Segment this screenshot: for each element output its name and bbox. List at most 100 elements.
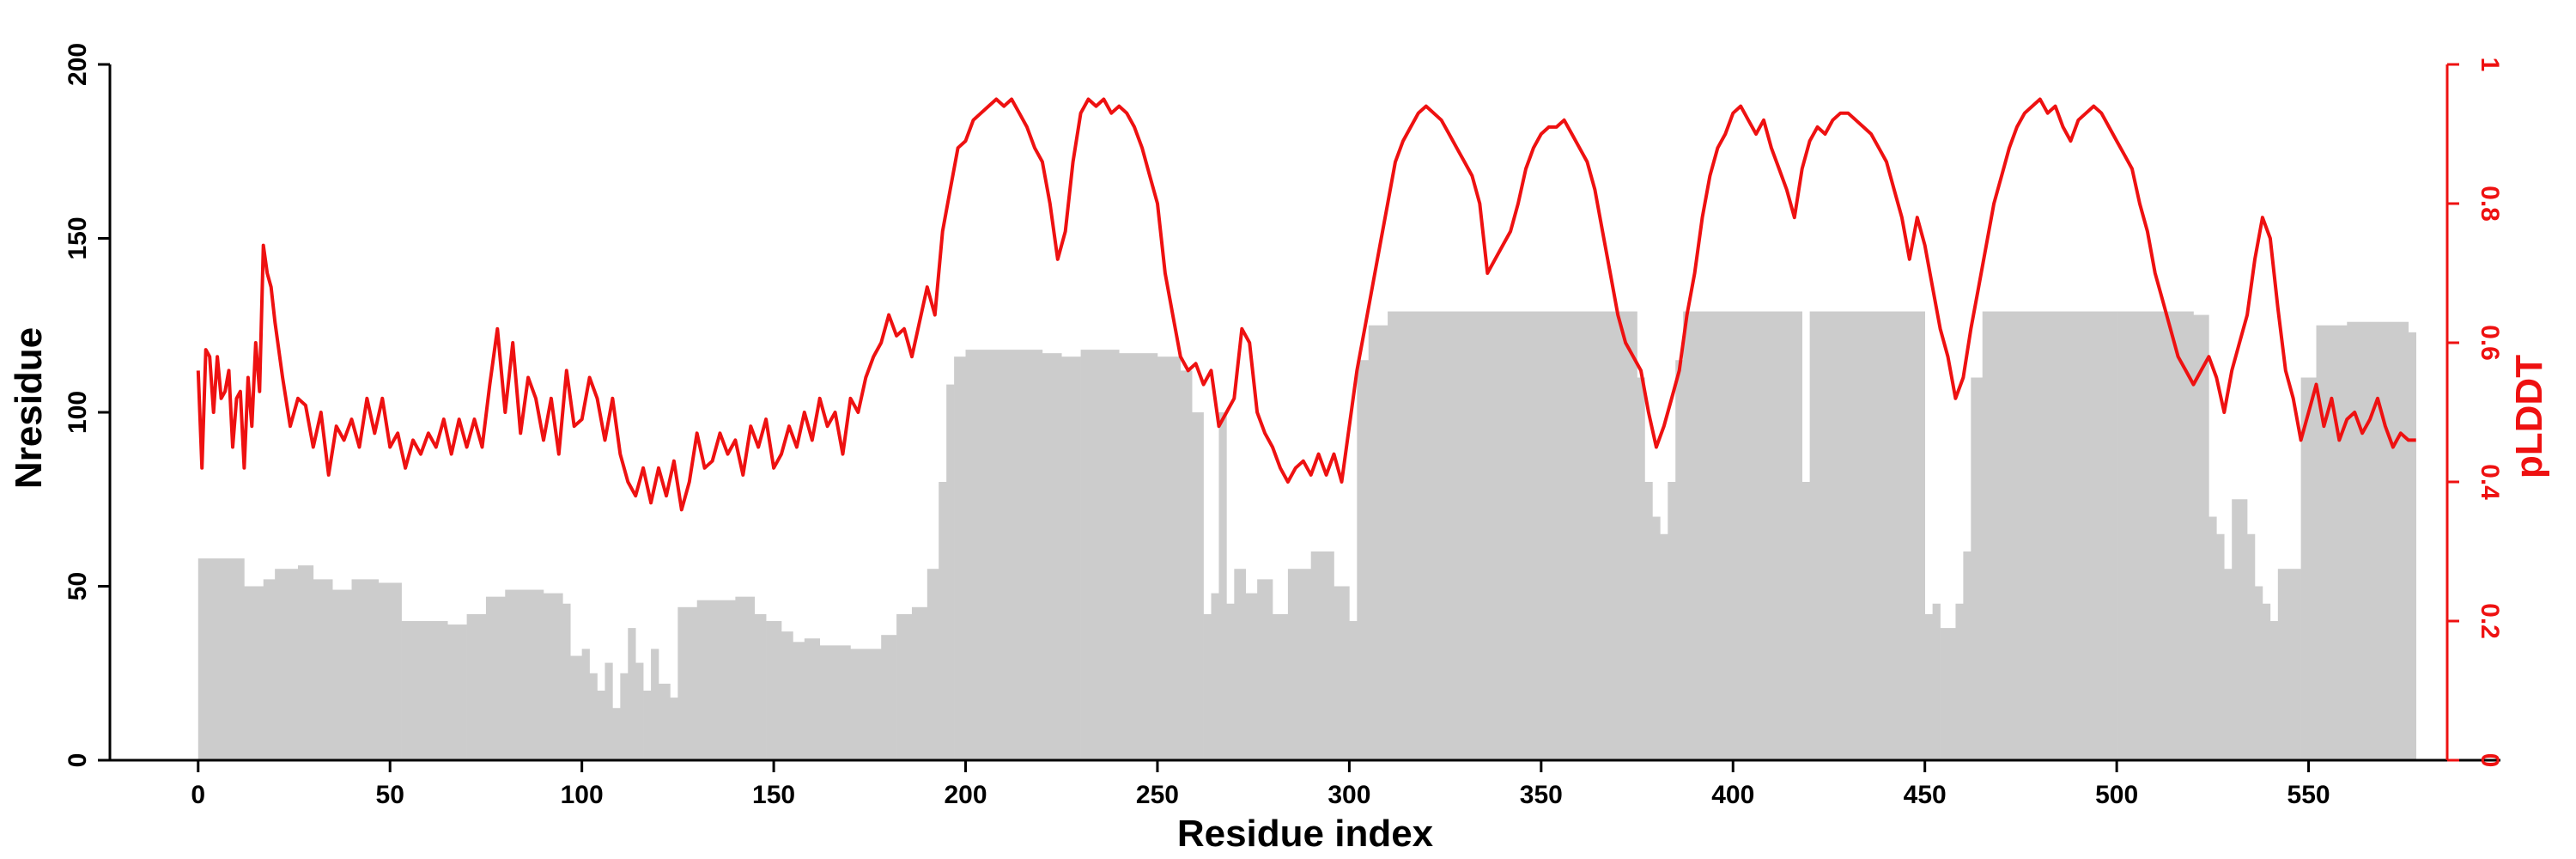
nresidue-bar <box>605 662 613 760</box>
nresidue-bar <box>1675 360 1684 760</box>
nresidue-bar <box>1226 603 1235 760</box>
nresidue-bar <box>766 621 782 760</box>
nresidue-bar <box>1061 356 1081 760</box>
nresidue-bar <box>351 579 380 760</box>
x-tick-label: 50 <box>376 781 404 809</box>
nresidue-bar <box>735 596 756 760</box>
nresidue-bar <box>1464 311 1542 760</box>
y-right-tick-label: 1 <box>2476 58 2504 72</box>
nresidue-bar <box>1157 356 1182 760</box>
nresidue-bar <box>804 638 821 760</box>
plddt-series-line <box>196 97 2416 512</box>
nresidue-bar <box>939 482 947 760</box>
nresidue-bar <box>589 673 598 760</box>
nresidue-bar <box>2255 586 2263 760</box>
y-right-tick-label: 0 <box>2476 753 2504 768</box>
nresidue-bar <box>1180 370 1193 760</box>
nresidue-bar <box>1287 569 1312 760</box>
nresidue-bar <box>2247 533 2256 760</box>
y-left-tick-label: 150 <box>64 216 92 259</box>
nresidue-bar <box>1080 350 1120 760</box>
nresidue-bar <box>485 596 506 760</box>
nresidue-bar <box>597 691 605 760</box>
nresidue-bar <box>1660 533 1668 760</box>
y-right-tick-label: 0.8 <box>2476 186 2504 222</box>
nresidue-bar <box>1042 353 1062 760</box>
nresidue-bar <box>881 635 897 760</box>
nresidue-bar <box>635 662 644 760</box>
nresidue-bar <box>275 569 299 760</box>
nresidue-bar <box>2117 311 2194 760</box>
x-tick-label: 350 <box>1520 781 1563 809</box>
nresidue-bar <box>581 649 590 760</box>
x-tick-label: 500 <box>2095 781 2138 809</box>
nresidue-bar <box>2232 499 2248 760</box>
nresidue-bar <box>378 582 402 760</box>
nresidue-bar <box>927 569 939 760</box>
y-right-tick-label: 0.6 <box>2476 325 2504 361</box>
nresidue-bar <box>313 579 333 760</box>
nresidue-bar <box>1218 412 1227 760</box>
nresidue-bar <box>2269 621 2279 760</box>
nresidue-bar <box>896 613 913 760</box>
nresidue-bar <box>659 683 671 760</box>
nresidue-bar <box>1357 360 1370 760</box>
x-tick-label: 250 <box>1136 781 1179 809</box>
y-right-tick-label: 0.4 <box>2476 464 2504 500</box>
nresidue-bar <box>628 628 636 760</box>
x-tick-label: 150 <box>752 781 795 809</box>
nresidue-bar <box>505 589 544 760</box>
y-right-tick-label: 0.2 <box>2476 603 2504 639</box>
nresidue-bar <box>1955 603 1964 760</box>
nresidue-bar <box>651 649 659 760</box>
nresidue-bar <box>1310 551 1334 760</box>
nresidue-bar <box>781 631 793 760</box>
nresidue-bar <box>819 645 851 760</box>
nresidue-bar <box>297 565 314 760</box>
nresidue-bar <box>1349 621 1358 760</box>
nresidue-bar <box>1203 613 1212 760</box>
ticks-layer: 0 50 100 150 200 250 300 350 400 450 500 550 0 50 100 1… <box>64 43 2504 809</box>
x-tick-label: 550 <box>2287 781 2330 809</box>
nresidue-bar <box>620 673 629 760</box>
nresidue-bar <box>1683 311 1734 760</box>
nresidue-bar <box>2208 516 2217 760</box>
nresidue-bar <box>2347 321 2409 760</box>
nresidue-bar <box>562 603 571 760</box>
nresidue-bar <box>1652 516 1661 760</box>
nresidue-bar <box>1388 311 1465 760</box>
nresidue-bar <box>1924 613 1933 760</box>
y-left-tick-label: 0 <box>64 753 92 768</box>
nresidue-bar <box>793 642 805 760</box>
nresidue-bar <box>612 708 621 760</box>
nresidue-bar <box>197 558 245 760</box>
x-tick-label: 200 <box>944 781 987 809</box>
nresidue-bar <box>2002 311 2117 760</box>
x-tick-label: 100 <box>561 781 604 809</box>
nresidue-bar <box>1234 569 1247 760</box>
nresidue-bar <box>1940 628 1956 760</box>
nresidue-bar <box>677 606 698 760</box>
nresidue-bar <box>1963 551 1971 760</box>
nresidue-bar <box>2224 569 2233 760</box>
plddt-line-layer <box>196 97 2416 512</box>
bars-layer <box>197 311 2416 761</box>
nresidue-bar <box>954 356 966 760</box>
nresidue-bar <box>1932 603 1941 760</box>
y-left-tick-label: 100 <box>64 391 92 434</box>
nresidue-bar <box>2300 377 2317 760</box>
nresidue-bar <box>1644 482 1653 760</box>
nresidue-bar <box>1809 311 1925 760</box>
y-left-axis-title: Nresidue <box>8 327 50 489</box>
x-tick-label: 400 <box>1711 781 1754 809</box>
nresidue-bar <box>2316 325 2348 760</box>
nresidue-bar <box>1334 586 1350 760</box>
nresidue-bar <box>447 624 467 760</box>
nresidue-bar <box>696 600 736 760</box>
nresidue-bar <box>1368 325 1388 760</box>
y-right-axis-title: pLDDT <box>2508 355 2550 478</box>
nresidue-bar <box>401 621 448 760</box>
nresidue-bar <box>2262 603 2271 760</box>
nresidue-bar <box>965 350 1043 760</box>
